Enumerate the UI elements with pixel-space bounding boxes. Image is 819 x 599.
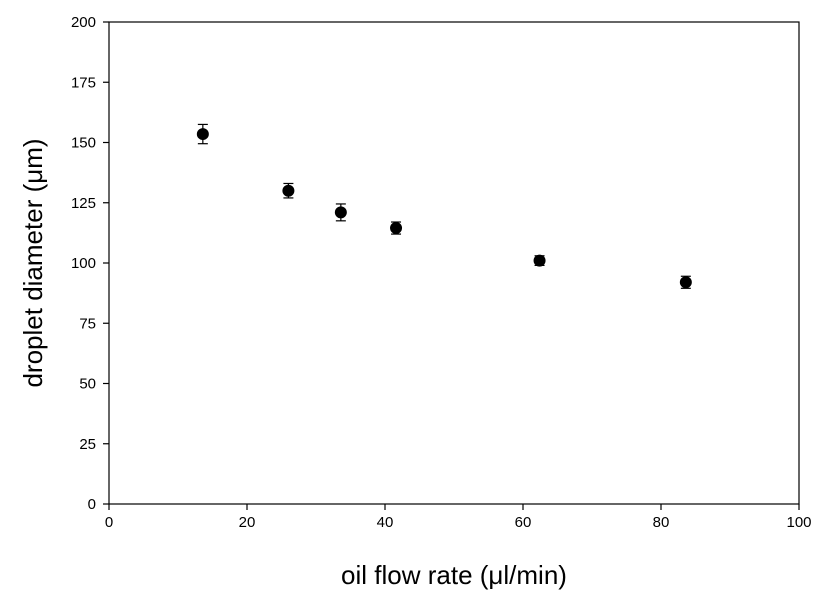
data-marker xyxy=(334,206,347,219)
data-marker xyxy=(390,222,403,235)
x-tick-label: 100 xyxy=(786,514,811,531)
x-axis: 0 20 40 60 80 100 xyxy=(105,504,812,531)
x-axis-title: oil flow rate (μl/min) xyxy=(341,560,567,590)
data-point xyxy=(196,123,209,145)
y-axis: 0 25 50 75 100 125 150 175 200 xyxy=(71,14,109,513)
x-tick-label: 0 xyxy=(105,514,113,531)
data-marker xyxy=(533,254,546,267)
data-point xyxy=(282,182,295,199)
data-point xyxy=(679,275,692,289)
plot-frame xyxy=(108,21,800,505)
y-tick-label: 25 xyxy=(79,436,96,453)
x-tick-label: 60 xyxy=(515,514,532,531)
data-point xyxy=(334,203,347,222)
data-marker xyxy=(196,128,209,141)
y-tick-label: 125 xyxy=(71,195,96,212)
x-tick-label: 80 xyxy=(653,514,670,531)
y-tick-label: 100 xyxy=(71,255,96,272)
y-tick-label: 50 xyxy=(79,376,96,393)
y-tick-label: 175 xyxy=(71,74,96,91)
x-tick-label: 20 xyxy=(239,514,256,531)
x-tick-label: 40 xyxy=(377,514,394,531)
data-points xyxy=(196,123,692,289)
y-tick-label: 0 xyxy=(88,496,96,513)
y-tick-label: 200 xyxy=(71,14,96,31)
data-point xyxy=(533,254,546,267)
data-marker xyxy=(679,276,692,289)
y-tick-label: 150 xyxy=(71,135,96,152)
data-point xyxy=(390,221,403,235)
y-tick-label: 75 xyxy=(79,315,96,332)
data-marker xyxy=(282,184,295,197)
y-axis-title: droplet diameter (μm) xyxy=(18,138,48,387)
